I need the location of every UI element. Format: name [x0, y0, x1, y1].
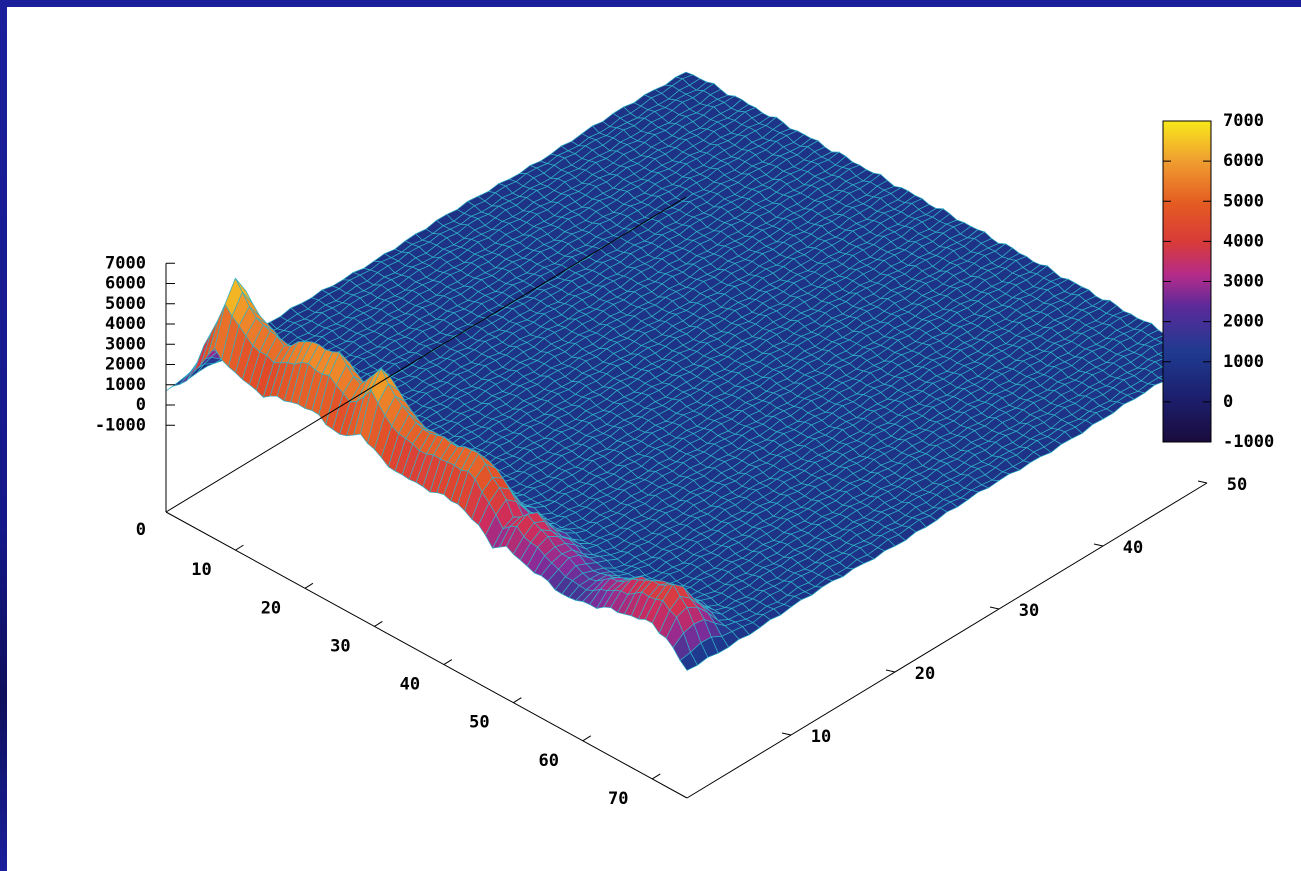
x-tick-label: 10 [191, 560, 211, 580]
colorbox-tick-label: 5000 [1223, 191, 1264, 211]
y-tick [885, 669, 896, 673]
frame-top-band [0, 0, 1301, 7]
z-tick-label: -1000 [95, 415, 146, 435]
plot-frame: 7000 6000 5000 4000 3000 2000 1000 0 -1000 0 10 20 3… [7, 7, 1301, 871]
frame-left-band [0, 0, 7, 871]
colorbox-tick-label: 4000 [1223, 231, 1264, 251]
z-tick-label: 5000 [105, 294, 146, 314]
x-tick-label: 40 [400, 675, 420, 695]
z-tick-label: 6000 [105, 274, 146, 294]
x-tick [235, 544, 244, 551]
colorbox-tick-label: 7000 [1223, 111, 1264, 131]
x-tick [443, 659, 453, 665]
y-axis-line [686, 482, 1208, 799]
x-tick [652, 773, 661, 780]
y-tick-label: 40 [1123, 538, 1143, 558]
x-tick-label: 50 [469, 713, 489, 733]
z-tick-label: 4000 [105, 314, 146, 334]
y-tick [1093, 543, 1104, 547]
colorbox: 7000 6000 5000 4000 3000 2000 1000 0 -1000 [1162, 111, 1274, 452]
x-tick [513, 697, 522, 704]
z-tick-label: 0 [136, 395, 146, 415]
colorbox-tick-label: -1000 [1223, 432, 1274, 452]
base-zero-label: 0 [136, 520, 146, 540]
x-tick [374, 620, 383, 627]
z-tick-label: 7000 [105, 253, 146, 273]
y-tick-label: 50 [1227, 475, 1247, 495]
x-tick-label: 20 [261, 598, 281, 618]
base-back-line [165, 196, 687, 513]
x-tick [582, 735, 592, 742]
y-tick [989, 606, 1000, 610]
y-tick-label: 20 [915, 664, 935, 684]
z-tick-label: 2000 [105, 355, 146, 375]
x-tick-label: 30 [330, 636, 350, 656]
y-tick-label: 10 [811, 727, 831, 747]
colorbox-tick-label: 1000 [1223, 352, 1264, 372]
z-tick-label: 3000 [105, 334, 146, 354]
y-tick-label: 30 [1019, 601, 1039, 621]
axes: 70006000500040003000200010000-1000010203… [95, 196, 1247, 809]
x-tick-label: 70 [608, 789, 628, 809]
z-tick-label: 1000 [105, 375, 146, 395]
x-axis-line [165, 511, 688, 799]
y-tick [781, 732, 792, 736]
x-tick-label: 60 [539, 751, 559, 771]
surface-mesh [165, 71, 1208, 671]
surface-plot: 70006000500040003000200010000-1000010203… [95, 71, 1274, 809]
colorbox-tick-label: 3000 [1223, 272, 1264, 292]
colorbox-tick-label: 2000 [1223, 312, 1264, 332]
colorbox-tick-label: 0 [1223, 392, 1233, 412]
colorbox-tick-label: 6000 [1223, 151, 1264, 171]
y-tick [1197, 480, 1208, 484]
x-tick [304, 582, 314, 589]
surface-cell [679, 651, 698, 671]
